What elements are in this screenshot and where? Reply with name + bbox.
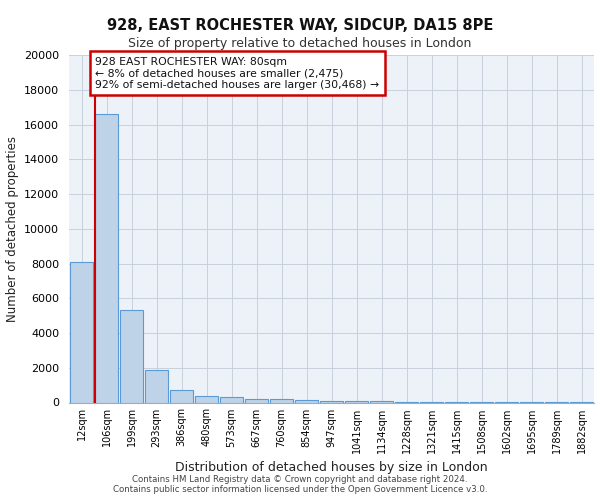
Text: Contains HM Land Registry data © Crown copyright and database right 2024.
Contai: Contains HM Land Registry data © Crown c…	[113, 474, 487, 494]
X-axis label: Distribution of detached houses by size in London: Distribution of detached houses by size …	[175, 461, 488, 474]
Bar	[320, 401, 343, 402]
Bar	[220, 398, 243, 402]
Bar	[120, 310, 143, 402]
Text: Size of property relative to detached houses in London: Size of property relative to detached ho…	[128, 38, 472, 51]
Y-axis label: Number of detached properties: Number of detached properties	[5, 136, 19, 322]
Text: 928 EAST ROCHESTER WAY: 80sqm
← 8% of detached houses are smaller (2,475)
92% of: 928 EAST ROCHESTER WAY: 80sqm ← 8% of de…	[95, 56, 379, 90]
Bar	[345, 401, 368, 402]
Bar	[195, 396, 218, 402]
Bar	[145, 370, 168, 402]
Bar	[95, 114, 118, 403]
Bar	[270, 398, 293, 402]
Bar	[245, 398, 268, 402]
Bar	[70, 262, 93, 402]
Bar	[295, 400, 318, 402]
Bar	[170, 390, 193, 402]
Text: 928, EAST ROCHESTER WAY, SIDCUP, DA15 8PE: 928, EAST ROCHESTER WAY, SIDCUP, DA15 8P…	[107, 18, 493, 32]
